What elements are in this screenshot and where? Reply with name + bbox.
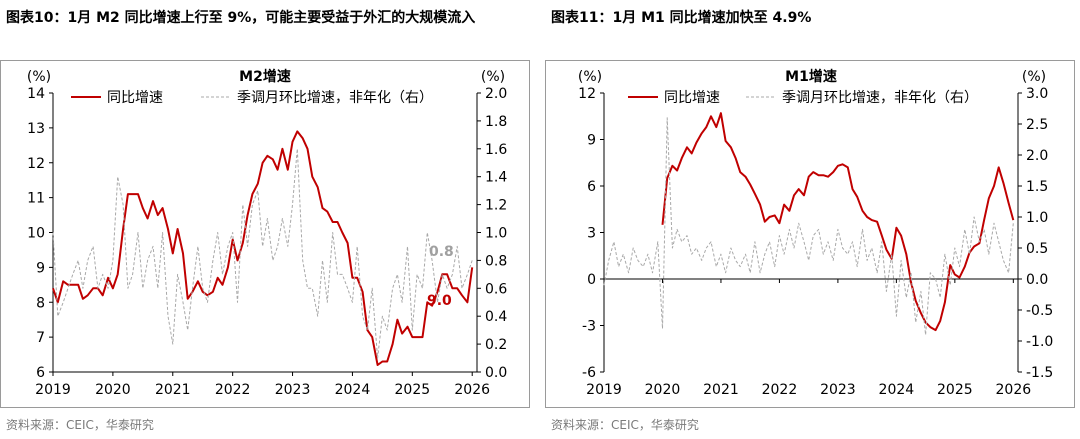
x-tick-label: 2021 — [703, 382, 739, 398]
x-tick-label: 2025 — [395, 382, 431, 398]
legend-label-mom: 季调月环比增速，非年化（右） — [237, 90, 433, 106]
right-tick-label: 1.0 — [1026, 210, 1048, 226]
legend-label-yoy: 同比增速 — [107, 90, 163, 106]
right-tick-label: 1.4 — [485, 170, 507, 186]
right-tick-label: -1.0 — [1026, 334, 1053, 350]
left-tick-label: 6 — [587, 179, 596, 195]
x-tick-label: 2026 — [996, 382, 1032, 398]
legend-label-mom: 季调月环比增速，非年化（右） — [782, 90, 978, 106]
left-tick-label: 3 — [587, 226, 596, 242]
x-tick-label: 2023 — [275, 382, 311, 398]
left-tick-label: 12 — [578, 86, 596, 102]
left-tick-label: -6 — [582, 365, 596, 381]
right-tick-label: 0.2 — [485, 337, 507, 353]
yoy-end-label: 4.9 — [546, 61, 571, 65]
right-tick-label: 0.6 — [485, 281, 507, 297]
right-tick-label: 2.0 — [1026, 148, 1048, 164]
legend-label-yoy: 同比增速 — [664, 90, 720, 106]
left-axis-unit: (%) — [27, 69, 51, 85]
right-tick-label: 1.8 — [485, 114, 507, 130]
right-axis-unit: (%) — [481, 69, 505, 85]
right-tick-label: 3.0 — [1026, 86, 1048, 102]
source-note: 资料来源：CEIC，华泰研究 — [6, 418, 154, 432]
x-tick-label: 2019 — [35, 382, 71, 398]
right-tick-label: 0.4 — [485, 309, 507, 325]
mom-end-label: 0.9 — [546, 61, 571, 65]
x-tick-label: 2022 — [215, 382, 251, 398]
chart-panel-m2: 图表10：1月 M2 同比增速上行至 9%，可能主要受益于外汇的大规模流入 M2… — [0, 0, 530, 439]
left-tick-label: 0 — [587, 272, 596, 288]
yoy-growth-line — [52, 130, 474, 366]
left-tick-label: 9 — [587, 133, 596, 149]
x-tick-label: 2020 — [95, 382, 131, 398]
right-tick-label: 2.5 — [1026, 117, 1048, 133]
chart-title: M2增速 — [239, 68, 291, 85]
left-tick-label: 9 — [36, 260, 45, 276]
right-tick-label: 0.8 — [485, 253, 507, 269]
chart-frame: M2增速 (%) (%) 6 7 8 9 10 11 12 13 14 0.0 0.2 0.4 0.6 0.8 1… — [0, 60, 530, 408]
mom-end-label: 0.8 — [429, 244, 454, 260]
x-tick-label: 2022 — [762, 382, 798, 398]
figure-heading: 图表11：1月 M1 同比增速加快至 4.9% — [551, 10, 812, 26]
chart-panel-m1: 图表11：1月 M1 同比增速加快至 4.9% M1增速 (%) (%) -6 -3 0 3… — [545, 0, 1075, 439]
right-tick-label: 0.0 — [485, 365, 507, 381]
chart-title: M1增速 — [785, 68, 837, 85]
figure-heading: 图表10：1月 M2 同比增速上行至 9%，可能主要受益于外汇的大规模流入 — [6, 10, 476, 26]
left-tick-label: 14 — [27, 86, 45, 102]
right-tick-label: 2.0 — [485, 86, 507, 102]
chart-frame: M1增速 (%) (%) -6 -3 0 3 6 9 12 -1.5 -1.0 -0.5 0.0 0.5 1.… — [545, 60, 1075, 408]
x-tick-label: 2026 — [454, 382, 490, 398]
x-tick-label: 2021 — [155, 382, 191, 398]
right-tick-label: 0.0 — [1026, 272, 1048, 288]
right-tick-label: 1.0 — [485, 226, 507, 242]
yoy-end-label: 9.0 — [427, 293, 452, 309]
left-axis-unit: (%) — [578, 69, 602, 85]
right-tick-label: -1.5 — [1026, 365, 1053, 381]
left-tick-label: 8 — [36, 295, 45, 311]
right-tick-label: -0.5 — [1026, 303, 1053, 319]
x-tick-label: 2024 — [335, 382, 371, 398]
left-tick-label: 10 — [27, 226, 45, 242]
right-tick-label: 1.6 — [485, 142, 507, 158]
right-tick-label: 0.5 — [1026, 241, 1048, 257]
left-tick-label: 11 — [27, 191, 45, 207]
left-tick-label: 7 — [36, 330, 45, 346]
x-tick-label: 2025 — [937, 382, 973, 398]
x-tick-label: 2019 — [586, 382, 622, 398]
right-tick-label: 1.5 — [1026, 179, 1048, 195]
left-tick-label: 13 — [27, 121, 45, 137]
m1-growth-chart: M1增速 (%) (%) -6 -3 0 3 6 9 12 -1.5 -1.0 -0.5 0.0 0.5 1.… — [546, 61, 1053, 398]
right-tick-label: 1.2 — [485, 198, 507, 214]
source-note: 资料来源：CEIC，华泰研究 — [551, 418, 699, 432]
x-tick-label: 2020 — [645, 382, 681, 398]
mom-growth-line — [603, 117, 1014, 336]
left-tick-label: 12 — [27, 156, 45, 172]
x-tick-label: 2024 — [879, 382, 915, 398]
left-tick-label: -3 — [582, 319, 596, 335]
x-tick-label: 2023 — [820, 382, 856, 398]
mom-growth-line — [52, 148, 473, 359]
yoy-growth-line — [661, 112, 1015, 332]
right-axis-unit: (%) — [1022, 69, 1046, 85]
m2-growth-chart: M2增速 (%) (%) 6 7 8 9 10 11 12 13 14 0.0 0.2 0.4 0.6 0.8 1… — [27, 68, 507, 398]
left-tick-label: 6 — [36, 365, 45, 381]
